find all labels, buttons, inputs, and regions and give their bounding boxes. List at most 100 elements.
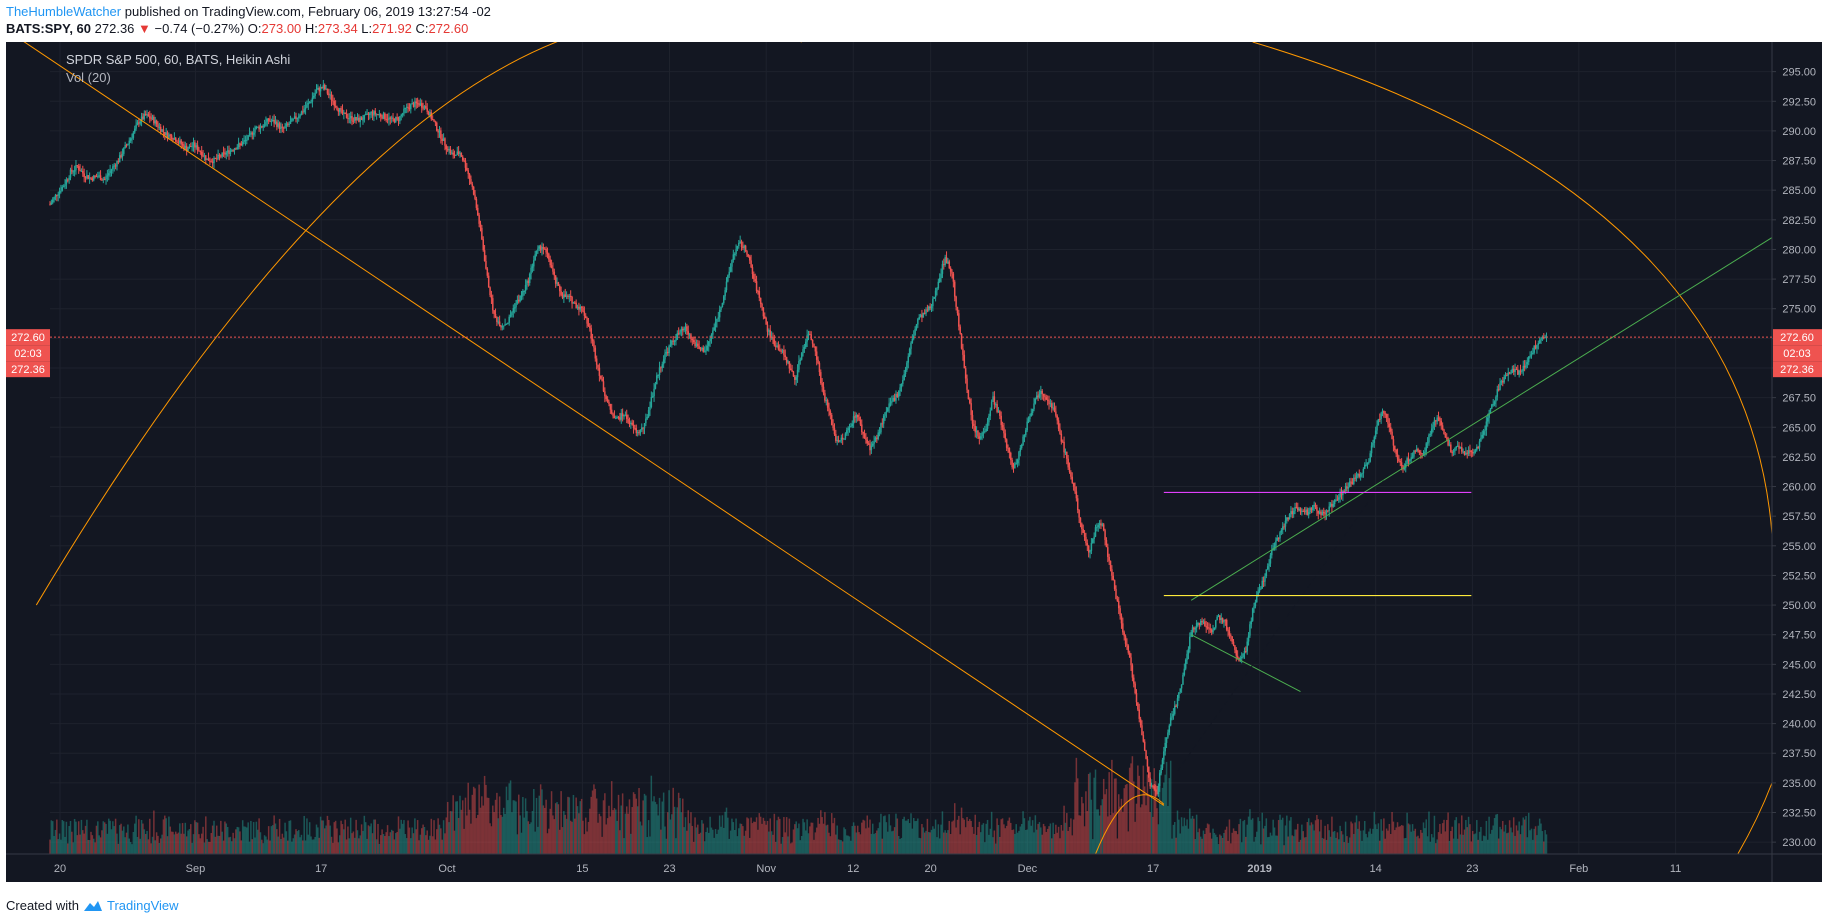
- candle-body: [289, 121, 292, 124]
- candle-body: [1251, 608, 1254, 621]
- candle-body: [1089, 550, 1091, 553]
- volume-bar: [206, 839, 208, 854]
- volume-bar: [1154, 780, 1157, 854]
- volume-bar: [600, 816, 602, 854]
- volume-bar: [187, 830, 189, 854]
- tradingview-brand[interactable]: TradingView: [106, 898, 179, 913]
- volume-bar: [1342, 834, 1344, 854]
- price-axis[interactable]: [1772, 42, 1822, 882]
- candle-body: [789, 368, 792, 371]
- volume-bar: [1499, 826, 1501, 854]
- candle-body: [747, 254, 750, 257]
- candle-body: [87, 175, 90, 179]
- volume-bar: [1353, 834, 1355, 854]
- candle-body: [205, 155, 207, 160]
- volume-bar: [57, 839, 59, 854]
- volume-bar: [1541, 831, 1544, 854]
- volume-bar: [1537, 825, 1540, 854]
- volume-bar: [153, 810, 155, 854]
- volume-bar: [1085, 791, 1087, 854]
- volume-bar: [1424, 828, 1426, 854]
- volume-bar: [1268, 836, 1270, 854]
- x-tick-label: 2019: [1247, 863, 1271, 875]
- candle-body: [538, 246, 541, 249]
- candle-body: [1530, 354, 1533, 356]
- volume-bar: [1477, 839, 1479, 854]
- volume-bar: [347, 826, 349, 854]
- volume-bar: [1119, 806, 1121, 854]
- volume-bar: [1476, 820, 1478, 854]
- volume-bar: [423, 826, 426, 854]
- volume-bar: [583, 834, 586, 854]
- candle-body: [1175, 705, 1177, 707]
- candle-body: [1228, 631, 1231, 636]
- candle-body: [1134, 683, 1136, 694]
- volume-bar: [728, 838, 730, 854]
- volume-bar: [1358, 821, 1361, 854]
- volume-bar: [232, 832, 234, 854]
- candle-body: [280, 126, 282, 130]
- volume-bar: [863, 820, 866, 854]
- volume-bar: [199, 838, 202, 854]
- candle-body: [1329, 503, 1332, 507]
- candle-body: [1130, 657, 1132, 666]
- volume-bar: [1496, 813, 1499, 854]
- volume-bar: [1048, 826, 1050, 854]
- symbol-label: BATS:SPY, 60: [6, 21, 92, 36]
- volume-bar: [527, 821, 530, 854]
- candle-body: [552, 268, 554, 272]
- candle-body: [94, 175, 96, 177]
- volume-bar: [993, 830, 996, 854]
- volume-bar: [500, 815, 502, 854]
- volume-bar: [273, 815, 275, 854]
- candle-body: [915, 324, 918, 329]
- candle-body: [744, 245, 747, 252]
- down-arrow-icon: ▼: [138, 21, 151, 36]
- candle-body: [803, 347, 806, 349]
- candle-body: [686, 326, 688, 332]
- volume-bar: [639, 821, 642, 854]
- candle-body: [88, 177, 91, 179]
- candle-body: [1458, 445, 1460, 449]
- volume-bar: [1082, 803, 1084, 854]
- volume-bar: [113, 826, 115, 854]
- author-link[interactable]: TheHumbleWatcher: [6, 4, 122, 19]
- candle-body: [896, 393, 899, 397]
- candle-body: [830, 414, 833, 426]
- candle-body: [969, 399, 971, 404]
- volume-bar: [248, 841, 251, 854]
- candle-body: [147, 114, 150, 117]
- volume-bar: [1288, 820, 1291, 854]
- volume-bar: [213, 820, 215, 854]
- volume-bar: [697, 824, 699, 854]
- volume-bar: [893, 827, 896, 854]
- price-chart[interactable]: 230.00232.50235.00237.50240.00242.50245.…: [6, 15, 1822, 882]
- candle-body: [1139, 718, 1142, 726]
- volume-bar: [1133, 781, 1135, 854]
- candle-body: [840, 437, 843, 441]
- candle-body: [1052, 407, 1054, 409]
- y-tick-label: 252.50: [1782, 570, 1816, 582]
- y-tick-label: 265.00: [1782, 422, 1816, 434]
- volume-bar: [65, 821, 68, 854]
- chart-container[interactable]: 230.00 232.50 235.00 237.50 240.00 242.50 245.…: [6, 15, 1822, 882]
- volume-indicator-label[interactable]: Vol (20): [66, 70, 111, 85]
- volume-bar: [1392, 821, 1395, 854]
- candle-body: [77, 166, 80, 170]
- candle-body: [1496, 389, 1499, 397]
- candle-body: [161, 129, 163, 132]
- candle-body: [754, 279, 756, 282]
- volume-bar: [466, 815, 468, 854]
- candle-body: [717, 317, 720, 319]
- candle-body: [217, 154, 219, 159]
- candle-body: [1506, 375, 1508, 377]
- volume-bar: [1187, 828, 1190, 854]
- candle-body: [1485, 421, 1488, 430]
- volume-bar: [71, 831, 73, 854]
- candle-body: [1230, 635, 1232, 637]
- candle-body: [1209, 628, 1212, 630]
- volume-bar: [297, 830, 300, 854]
- candle-body: [370, 111, 372, 114]
- candle-body: [714, 321, 717, 328]
- volume-bar: [123, 826, 125, 854]
